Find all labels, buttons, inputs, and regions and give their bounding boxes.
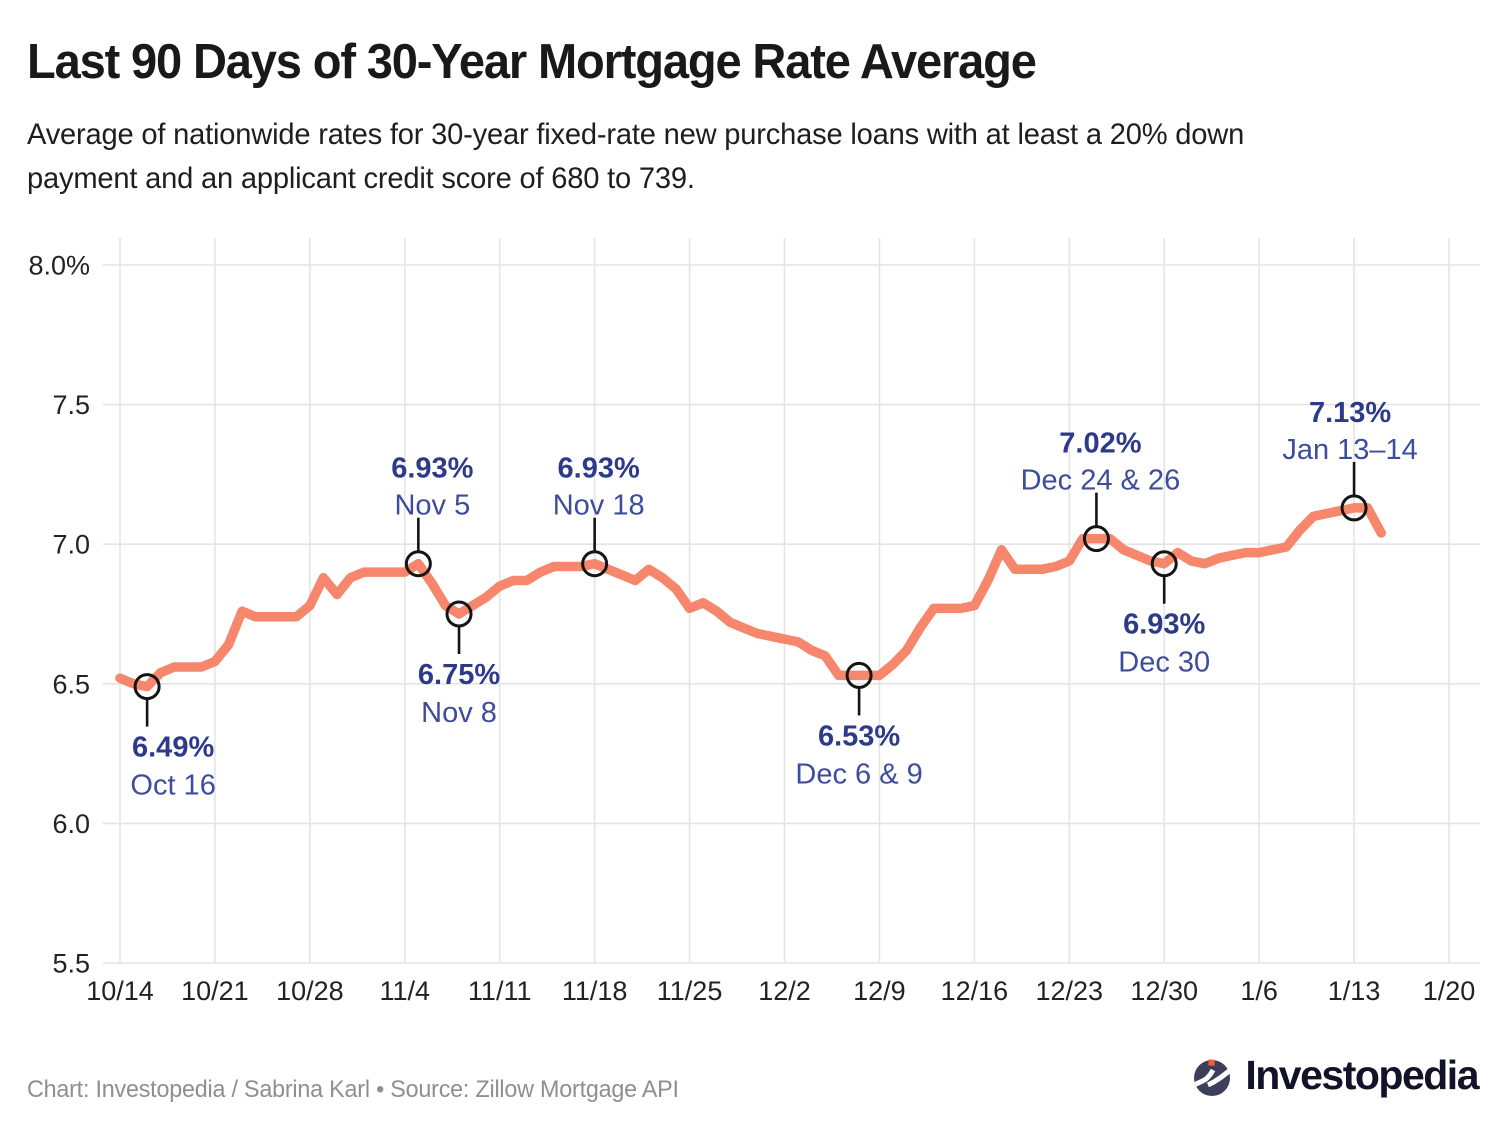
mortgage-rate-line-chart: 8.0% 7.5 7.0 6.5 6.0 5.510/14 10/21 10/28 11/4 11…	[28, 238, 1480, 1007]
x-tick-label: 12/23	[1035, 976, 1103, 1006]
x-tick-label: 12/2	[758, 976, 811, 1006]
investopedia-logo-text: Investopedia	[1245, 1052, 1479, 1098]
annotation-date-label: Dec 30	[1118, 647, 1210, 679]
x-tick-label: 11/25	[657, 976, 723, 1006]
annotations-group: 6.49% Oct 16 6.93% Nov 5 6.75% Nov 8 6.93% Nov …	[130, 397, 1417, 802]
annotation-value-label: 7.02%	[1059, 428, 1141, 460]
annotation-value-label: 6.93%	[391, 453, 473, 485]
annotation-date-label: Dec 24 & 26	[1021, 465, 1181, 497]
annotation-value-label: 6.93%	[1123, 609, 1205, 641]
annotation-date-label: Oct 16	[130, 770, 215, 802]
annotation-marker	[845, 661, 873, 689]
chart-title: Last 90 Days of 30-Year Mortgage Rate Av…	[27, 35, 1037, 89]
annotation-marker	[404, 550, 432, 578]
x-tick-label: 10/21	[181, 976, 249, 1006]
annotation-value-label: 7.13%	[1309, 397, 1391, 429]
chart-credit: Chart: Investopedia / Sabrina Karl • Sou…	[27, 1076, 679, 1103]
annotation-value-label: 6.75%	[418, 659, 500, 691]
x-tick-label: 12/9	[853, 976, 906, 1006]
x-tick-label: 12/16	[941, 976, 1009, 1006]
x-tick-label: 11/18	[562, 976, 628, 1006]
annotation-date-label: Nov 8	[421, 697, 497, 729]
annotation-date-label: Jan 13–14	[1282, 434, 1417, 466]
annotation-marker	[1340, 494, 1368, 522]
x-tick-label: 10/14	[86, 976, 154, 1006]
annotation-marker	[445, 600, 473, 628]
annotation-marker	[1150, 550, 1178, 578]
annotation-marker	[133, 673, 161, 701]
y-tick-label: 7.0	[52, 530, 90, 560]
x-tick-label: 11/4	[380, 976, 431, 1006]
y-tick-label: 7.5	[52, 390, 90, 420]
y-tick-label: 6.5	[52, 669, 90, 699]
y-tick-label: 8.0%	[28, 251, 90, 281]
investopedia-logo-mark	[1194, 1058, 1231, 1096]
gridlines	[103, 238, 1480, 964]
annotation-date-label: Nov 5	[394, 490, 470, 522]
rate-line	[115, 503, 1386, 692]
x-tick-label: 12/30	[1130, 976, 1198, 1006]
y-tick-label: 5.5	[52, 949, 90, 979]
x-tick-label: 1/20	[1423, 976, 1476, 1006]
x-tick-label: 10/28	[276, 976, 344, 1006]
annotation-date-label: Nov 18	[553, 490, 645, 522]
axis-tick-labels: 8.0% 7.5 7.0 6.5 6.0 5.510/14 10/21 10/28 11/4 11…	[28, 251, 1475, 1007]
chart-subtitle: Average of nationwide rates for 30-year …	[27, 118, 1245, 195]
annotation-value-label: 6.93%	[558, 453, 640, 485]
annotation-value-label: 6.49%	[132, 732, 214, 764]
x-tick-label: 11/11	[468, 976, 532, 1006]
annotation-date-label: Dec 6 & 9	[795, 758, 922, 790]
x-tick-label: 1/13	[1328, 976, 1381, 1006]
annotation-marker	[581, 550, 609, 578]
y-tick-label: 6.0	[52, 809, 90, 839]
annotation-marker	[1082, 525, 1110, 553]
x-tick-label: 1/6	[1240, 976, 1278, 1006]
investopedia-logo: Investopedia	[1189, 1052, 1479, 1099]
annotation-value-label: 6.53%	[818, 720, 900, 752]
rate-line-group	[115, 503, 1386, 692]
